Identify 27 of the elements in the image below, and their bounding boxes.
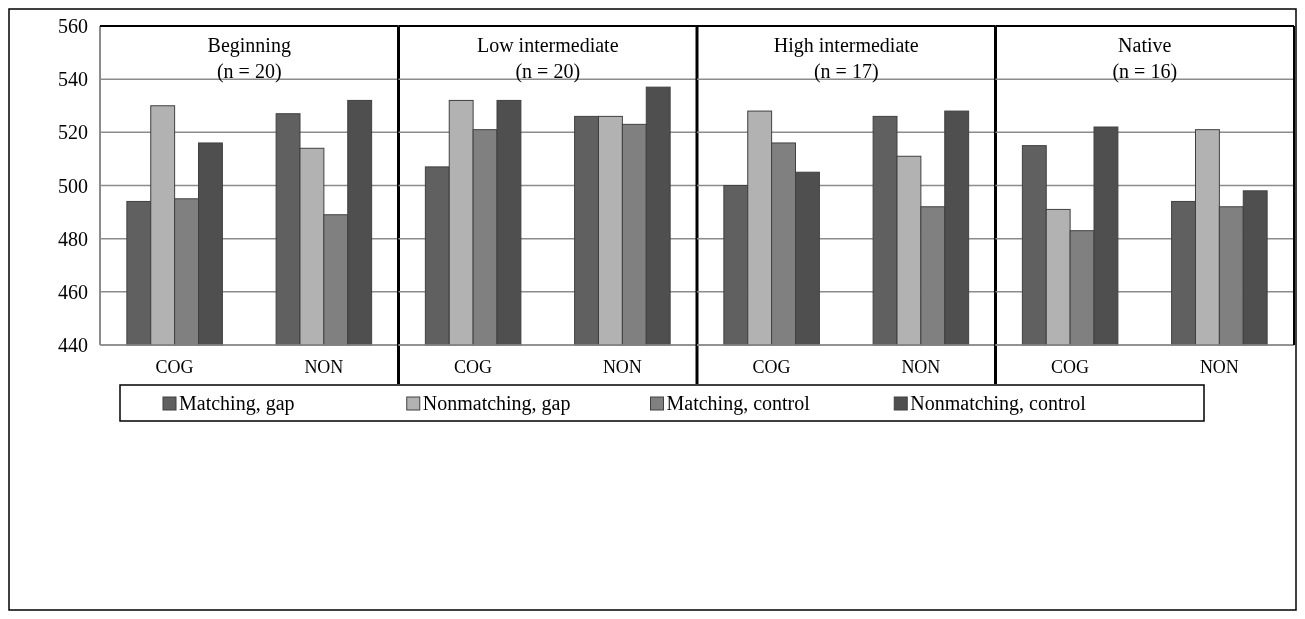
chart-title: Beginning — [207, 34, 291, 57]
chart-title: Low intermediate — [476, 34, 619, 56]
y-tick-label: 460 — [58, 280, 88, 303]
x-tick-label: NON — [1199, 357, 1239, 377]
x-tick-label: NON — [602, 357, 642, 377]
text: (n = 17) — [813, 60, 879, 83]
x-tick-label: COG — [454, 357, 493, 377]
x-tick-label: COG — [1051, 357, 1090, 377]
text: (n = 20) — [216, 60, 282, 83]
text: (n = 20) — [515, 60, 581, 83]
chart-title: Native — [1118, 34, 1172, 56]
y-tick-label: 480 — [58, 227, 88, 250]
y-tick-label: 560 — [58, 15, 88, 37]
chart-title: High intermediate — [773, 34, 919, 57]
x-tick-label: COG — [752, 357, 791, 377]
x-tick-label: COG — [155, 357, 194, 377]
legend-label: Matching, gap — [179, 392, 295, 415]
y-tick-label: 540 — [58, 68, 88, 91]
text: (n = 16) — [1112, 60, 1178, 83]
x-tick-label: NON — [901, 357, 941, 377]
legend-label: Nonmatching, gap — [422, 392, 571, 415]
y-tick-label: 440 — [58, 334, 88, 356]
legend-label: Nonmatching, control — [910, 392, 1087, 415]
legend-label: Matching, control — [666, 392, 811, 415]
x-tick-label: NON — [304, 357, 344, 377]
y-tick-label: 500 — [58, 174, 88, 197]
y-tick-label: 520 — [58, 121, 88, 144]
